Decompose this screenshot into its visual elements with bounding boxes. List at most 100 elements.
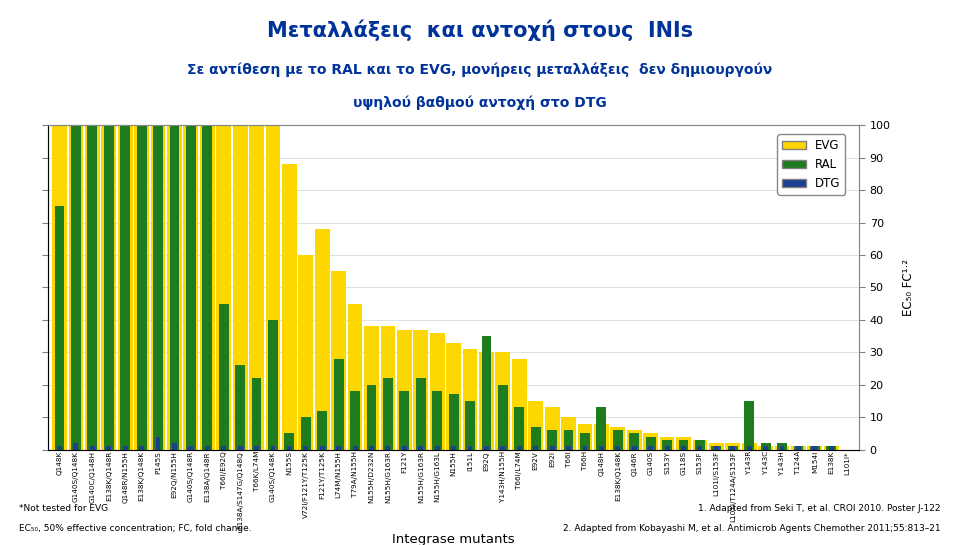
Bar [777, 443, 787, 450]
Bar [627, 430, 641, 450]
Bar [698, 446, 703, 450]
Bar [219, 304, 228, 450]
Bar [235, 365, 245, 450]
Bar [468, 446, 472, 450]
Bar [747, 446, 752, 450]
Bar [416, 378, 425, 450]
Bar [812, 446, 817, 450]
Bar [465, 401, 475, 450]
Bar [369, 446, 374, 450]
Bar [500, 446, 505, 450]
Bar [432, 391, 443, 450]
Bar [367, 385, 376, 450]
Bar [676, 437, 691, 450]
Y-axis label: EC₅₀ FC¹·²: EC₅₀ FC¹·² [901, 259, 915, 316]
Bar [550, 446, 555, 450]
Bar [611, 427, 625, 450]
Bar [331, 271, 346, 450]
Bar [107, 446, 111, 450]
Bar [118, 125, 132, 450]
Bar [320, 446, 324, 450]
Bar [386, 446, 391, 450]
Bar [695, 440, 705, 450]
Bar [528, 401, 543, 450]
Bar [238, 446, 243, 450]
Bar [479, 352, 493, 450]
Bar [57, 446, 62, 450]
Bar [760, 443, 771, 450]
Bar [203, 125, 212, 450]
Bar [448, 395, 459, 450]
Bar [547, 430, 557, 450]
Bar [562, 417, 576, 450]
Bar [172, 443, 177, 450]
Bar [315, 229, 329, 450]
Bar [446, 343, 461, 450]
Bar [303, 446, 308, 450]
Bar [827, 446, 836, 450]
Bar [336, 446, 341, 450]
Bar [52, 125, 67, 450]
Bar [583, 446, 588, 450]
Bar [318, 411, 327, 450]
Bar [380, 326, 396, 450]
Bar [334, 359, 344, 450]
Bar [495, 352, 511, 450]
Bar [516, 446, 521, 450]
Bar [566, 446, 571, 450]
Bar [578, 423, 592, 450]
Bar [170, 125, 180, 450]
Text: EC₅₀, 50% effective concentration; FC, fold change.: EC₅₀, 50% effective concentration; FC, f… [19, 524, 252, 534]
Bar [564, 430, 573, 450]
Bar [726, 443, 740, 450]
Bar [630, 433, 639, 450]
Bar [451, 446, 456, 450]
Bar [791, 446, 805, 450]
Bar [580, 433, 589, 450]
Bar [594, 423, 609, 450]
Bar [396, 330, 412, 450]
Bar [679, 440, 688, 450]
Bar [708, 443, 724, 450]
Bar [204, 446, 209, 450]
Bar [216, 125, 231, 450]
Bar [151, 125, 165, 450]
Bar [794, 446, 804, 450]
Bar [348, 304, 363, 450]
Bar [711, 446, 721, 450]
Bar [512, 359, 527, 450]
Bar [120, 125, 131, 450]
Bar [515, 408, 524, 450]
Bar [254, 446, 259, 450]
Text: 1. Adapted from Seki T, et al. CROI 2010. Poster J-122: 1. Adapted from Seki T, et al. CROI 2010… [698, 504, 941, 513]
Bar [104, 125, 113, 450]
Bar [188, 446, 193, 450]
Bar [156, 437, 160, 450]
Bar [758, 446, 773, 450]
Bar [350, 391, 360, 450]
Bar [662, 440, 672, 450]
Bar [533, 446, 539, 450]
Text: Σε αντίθεση με το RAL και το EVG, μονήρεις μεταλλάξεις  δεν δημιουργούν: Σε αντίθεση με το RAL και το EVG, μονήρε… [187, 63, 773, 77]
Bar [221, 446, 227, 450]
Bar [200, 125, 215, 450]
Bar [271, 446, 276, 450]
Bar [352, 446, 357, 450]
Bar [482, 336, 492, 450]
Bar [430, 333, 444, 450]
Bar [810, 446, 820, 450]
Bar [599, 446, 604, 450]
Bar [731, 446, 735, 450]
Text: 2. Adapted from Kobayashi M, et al. Antimicrob Agents Chemother 2011;55:813–21: 2. Adapted from Kobayashi M, et al. Anti… [564, 524, 941, 534]
Bar [544, 408, 560, 450]
Bar [763, 446, 768, 450]
Bar [399, 391, 409, 450]
Bar [102, 125, 116, 450]
Bar [134, 125, 149, 450]
Bar [414, 330, 428, 450]
Bar [123, 446, 128, 450]
Bar [84, 125, 100, 450]
Bar [498, 385, 508, 450]
Bar [282, 164, 297, 450]
Bar [183, 125, 199, 450]
